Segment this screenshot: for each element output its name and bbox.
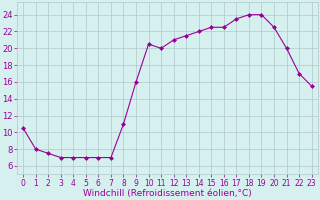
X-axis label: Windchill (Refroidissement éolien,°C): Windchill (Refroidissement éolien,°C) [83,189,252,198]
